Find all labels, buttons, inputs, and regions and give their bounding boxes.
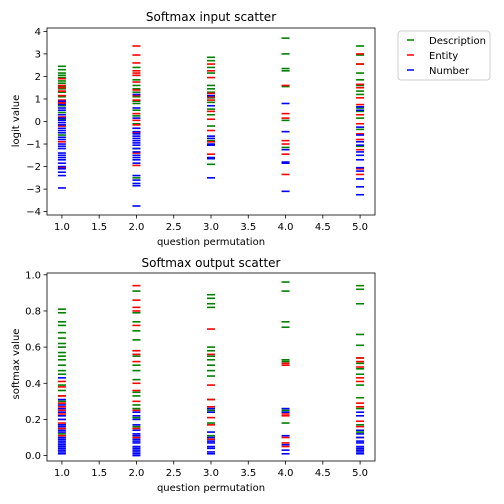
x-tick-label: 2.5 — [166, 468, 182, 479]
x-tick-label: 2.0 — [129, 468, 145, 479]
axes-frame — [46, 27, 376, 216]
softmax-output-chart: Softmax output scatter 1.0 1.5 2.0 2.5 3.0 3.… — [11, 256, 376, 494]
x-tick-label: 4.5 — [315, 222, 331, 233]
plot-marks — [57, 281, 365, 457]
y-tick-label: 0.4 — [25, 379, 41, 390]
x-tick-label: 1.0 — [54, 222, 70, 233]
y-axis-label: softmax value — [11, 329, 22, 400]
y-tick-label: −2 — [26, 162, 41, 173]
legend-entry-number: Number — [407, 66, 470, 77]
y-ticks: −4 −3 −2 −1 0 1 2 3 4 — [26, 27, 47, 218]
x-tick-label: 1.5 — [91, 222, 107, 233]
y-ticks: 0.0 0.2 0.4 0.6 0.8 1.0 — [25, 270, 47, 462]
x-tick-label: 4.0 — [278, 222, 294, 233]
legend-label-description: Description — [429, 36, 486, 47]
chart-title: Softmax input scatter — [146, 10, 276, 24]
softmax-input-chart: Softmax input scatter 1.0 1.5 2.0 2.5 3.0 3.5… — [11, 10, 376, 248]
y-tick-label: −4 — [26, 207, 41, 218]
x-tick-label: 1.0 — [54, 468, 70, 479]
legend-entry-description: Description — [407, 36, 486, 47]
x-tick-label: 3.5 — [240, 468, 256, 479]
y-tick-label: 3 — [35, 49, 41, 60]
y-tick-label: 1 — [35, 94, 41, 105]
legend-label-number: Number — [429, 66, 470, 77]
legend: Description Entity Number — [397, 30, 491, 81]
x-tick-label: 3.0 — [203, 468, 219, 479]
y-tick-label: 0.0 — [25, 451, 41, 462]
y-tick-label: 0 — [35, 117, 41, 128]
x-ticks: 1.0 1.5 2.0 2.5 3.0 3.5 4.0 4.5 5.0 — [54, 215, 368, 233]
y-tick-label: 1.0 — [25, 270, 41, 281]
legend-label-entity: Entity — [429, 51, 458, 62]
x-tick-label: 2.0 — [129, 222, 145, 233]
x-ticks: 1.0 1.5 2.0 2.5 3.0 3.5 4.0 4.5 5.0 — [54, 461, 368, 479]
x-axis-label: question permutation — [157, 237, 265, 248]
legend-frame — [397, 30, 491, 81]
x-tick-label: 5.0 — [352, 222, 368, 233]
legend-entry-entity: Entity — [407, 51, 458, 62]
plot-marks — [57, 37, 365, 207]
y-tick-label: −1 — [26, 140, 41, 151]
x-tick-label: 2.5 — [166, 222, 182, 233]
chart-title: Softmax output scatter — [142, 256, 281, 270]
x-tick-label: 3.5 — [240, 222, 256, 233]
y-tick-label: 0.6 — [25, 343, 41, 354]
y-tick-label: 4 — [35, 27, 41, 38]
y-tick-label: −3 — [26, 185, 41, 196]
x-tick-label: 3.0 — [203, 222, 219, 233]
y-tick-label: 0.2 — [25, 415, 41, 426]
x-tick-label: 5.0 — [352, 468, 368, 479]
y-tick-label: 0.8 — [25, 306, 41, 317]
y-axis-label: logit value — [11, 95, 22, 147]
x-axis-label: question permutation — [157, 483, 265, 494]
x-tick-label: 4.5 — [315, 468, 331, 479]
y-tick-label: 2 — [35, 72, 41, 83]
x-tick-label: 4.0 — [278, 468, 294, 479]
x-tick-label: 1.5 — [91, 468, 107, 479]
